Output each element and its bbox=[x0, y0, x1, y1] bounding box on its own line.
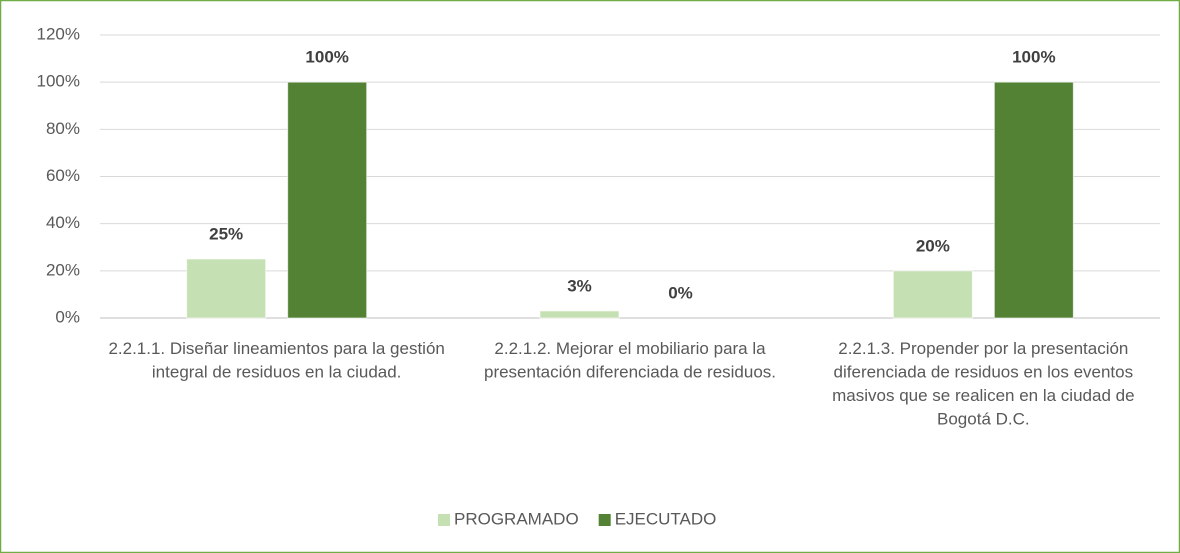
legend-swatch bbox=[438, 514, 450, 526]
data-label: 100% bbox=[1012, 48, 1055, 67]
y-tick-label: 40% bbox=[46, 213, 80, 232]
data-label: 20% bbox=[916, 236, 950, 255]
x-tick-label: 2.2.1.3. Propender por la presentación di… bbox=[832, 339, 1134, 429]
bar bbox=[287, 81, 368, 319]
data-label: 100% bbox=[305, 48, 348, 67]
x-tick-label: 2.2.1.2. Mejorar el mobiliario para la pr… bbox=[484, 339, 776, 382]
x-tick-label: 2.2.1.1. Diseñar lineamientos para la ge… bbox=[108, 339, 444, 382]
data-label: 0% bbox=[668, 283, 693, 302]
y-tick-label: 120% bbox=[37, 24, 80, 43]
bar bbox=[539, 310, 620, 319]
y-tick-label: 20% bbox=[46, 260, 80, 279]
bar bbox=[186, 258, 267, 319]
bar bbox=[993, 81, 1074, 319]
data-label: 25% bbox=[209, 225, 243, 244]
data-label: 3% bbox=[567, 276, 592, 295]
y-tick-label: 0% bbox=[55, 307, 80, 326]
y-tick-label: 100% bbox=[37, 72, 80, 91]
legend-label: PROGRAMADO bbox=[454, 509, 579, 528]
bar bbox=[892, 270, 973, 319]
legend-swatch bbox=[598, 514, 611, 526]
y-tick-label: 60% bbox=[46, 166, 80, 185]
y-tick-label: 80% bbox=[46, 119, 80, 138]
legend-label: EJECUTADO bbox=[615, 509, 717, 528]
